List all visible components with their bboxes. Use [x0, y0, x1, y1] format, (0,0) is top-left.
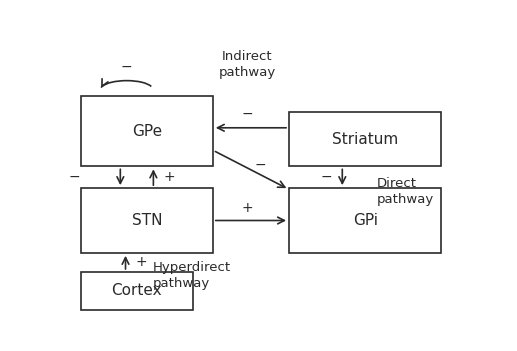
- Bar: [289, 188, 442, 253]
- Text: +: +: [163, 170, 175, 184]
- Text: GPi: GPi: [353, 213, 377, 228]
- Bar: [81, 96, 213, 166]
- Text: −: −: [241, 107, 253, 121]
- Text: GPe: GPe: [132, 124, 162, 139]
- Text: +: +: [135, 256, 147, 269]
- Text: Cortex: Cortex: [112, 283, 162, 298]
- Text: Striatum: Striatum: [332, 132, 398, 147]
- Text: Hyperdirect
pathway: Hyperdirect pathway: [153, 261, 231, 290]
- Bar: [289, 112, 442, 166]
- Text: Indirect
pathway: Indirect pathway: [218, 50, 276, 79]
- Text: −: −: [321, 170, 332, 184]
- Bar: [81, 272, 193, 310]
- Text: −: −: [69, 170, 80, 184]
- Bar: [81, 188, 213, 253]
- Text: +: +: [241, 201, 253, 215]
- Text: Direct
pathway: Direct pathway: [377, 177, 434, 206]
- Text: −: −: [121, 60, 132, 74]
- Text: STN: STN: [131, 213, 162, 228]
- Text: −: −: [255, 158, 267, 172]
